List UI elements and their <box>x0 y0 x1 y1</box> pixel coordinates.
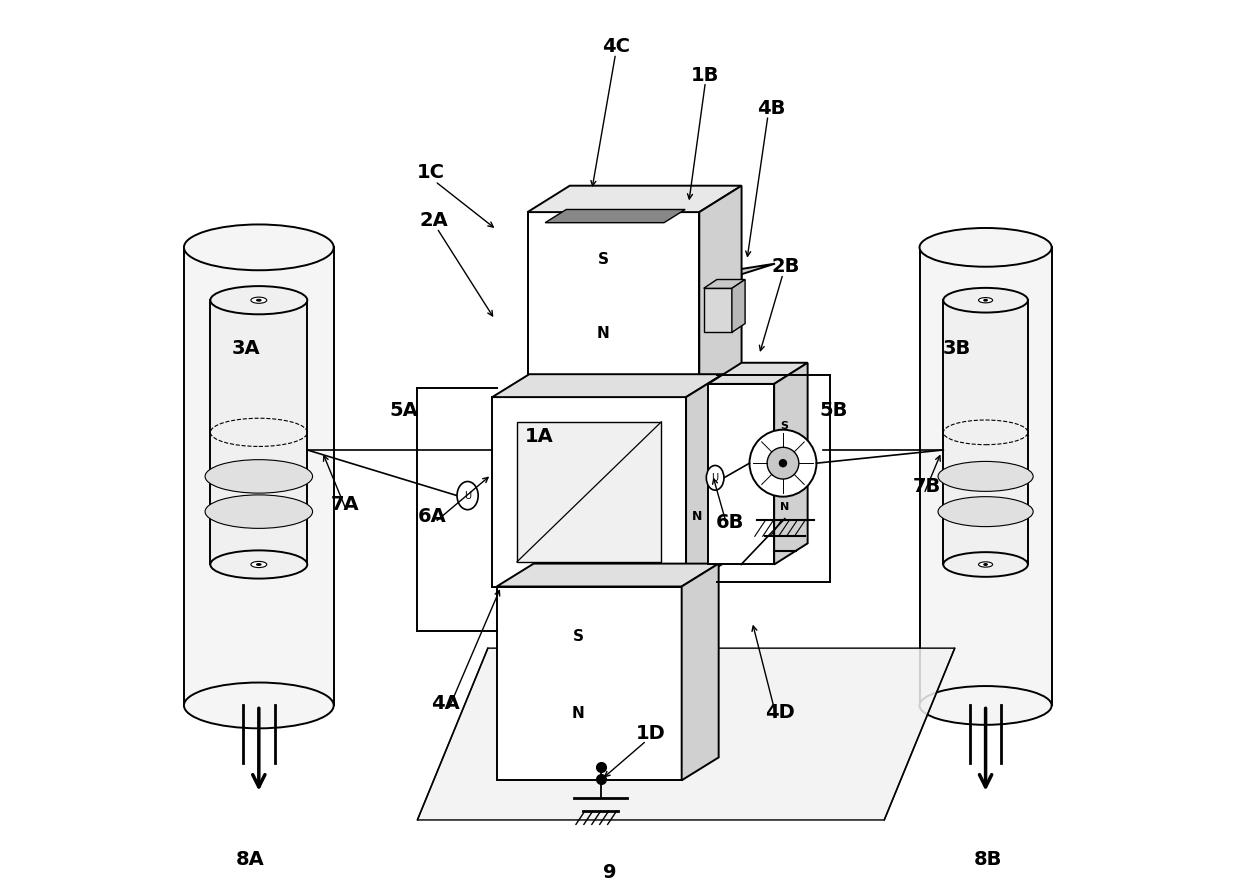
Ellipse shape <box>211 550 308 579</box>
Ellipse shape <box>257 299 262 301</box>
Polygon shape <box>418 648 955 820</box>
Text: 2B: 2B <box>771 258 800 276</box>
Text: 4D: 4D <box>765 703 795 722</box>
Text: 6A: 6A <box>418 506 446 526</box>
Ellipse shape <box>184 682 334 728</box>
Polygon shape <box>497 564 719 587</box>
Polygon shape <box>492 397 686 587</box>
Polygon shape <box>703 280 745 289</box>
Ellipse shape <box>944 288 1028 312</box>
Polygon shape <box>774 363 807 565</box>
Text: N: N <box>692 511 702 523</box>
Text: U: U <box>712 473 719 483</box>
Ellipse shape <box>768 447 799 479</box>
Polygon shape <box>184 247 334 705</box>
Ellipse shape <box>978 562 993 567</box>
Text: 6B: 6B <box>715 512 744 532</box>
Polygon shape <box>708 363 807 384</box>
Ellipse shape <box>780 459 786 466</box>
Text: N: N <box>572 706 584 721</box>
Polygon shape <box>708 384 774 565</box>
Polygon shape <box>517 422 661 562</box>
Ellipse shape <box>920 686 1052 725</box>
Ellipse shape <box>205 495 312 528</box>
Text: 4B: 4B <box>758 98 786 118</box>
Ellipse shape <box>184 225 334 270</box>
Text: 7B: 7B <box>913 478 941 496</box>
Polygon shape <box>699 186 742 397</box>
Polygon shape <box>211 300 308 565</box>
Text: S: S <box>598 252 609 267</box>
Text: 2A: 2A <box>420 212 449 230</box>
Polygon shape <box>944 300 1028 565</box>
Ellipse shape <box>257 564 262 566</box>
Text: S: S <box>780 421 789 431</box>
Polygon shape <box>497 587 682 781</box>
Ellipse shape <box>458 481 479 510</box>
Polygon shape <box>699 264 775 296</box>
Ellipse shape <box>250 561 267 567</box>
Ellipse shape <box>250 297 267 304</box>
Ellipse shape <box>211 286 308 314</box>
Text: 9: 9 <box>603 863 616 882</box>
Text: 4C: 4C <box>601 37 630 56</box>
Text: 4A: 4A <box>432 694 460 713</box>
Text: 1C: 1C <box>417 163 445 182</box>
Polygon shape <box>682 564 719 781</box>
Polygon shape <box>546 210 686 223</box>
Text: 8A: 8A <box>236 850 264 869</box>
Polygon shape <box>732 280 745 333</box>
Text: 1D: 1D <box>636 724 666 743</box>
Polygon shape <box>686 374 723 587</box>
Polygon shape <box>703 289 732 333</box>
Text: 1A: 1A <box>525 427 553 446</box>
Text: 7A: 7A <box>331 495 360 514</box>
Text: N: N <box>596 326 610 341</box>
Ellipse shape <box>707 466 724 490</box>
Text: U: U <box>464 490 471 501</box>
Ellipse shape <box>983 299 987 301</box>
Ellipse shape <box>937 461 1033 491</box>
Text: 3B: 3B <box>942 339 971 358</box>
Polygon shape <box>920 247 1052 705</box>
Text: 3A: 3A <box>232 339 260 358</box>
Text: 1B: 1B <box>691 66 719 85</box>
Polygon shape <box>527 212 699 397</box>
Ellipse shape <box>944 552 1028 577</box>
Ellipse shape <box>978 297 993 303</box>
Ellipse shape <box>937 496 1033 527</box>
Ellipse shape <box>920 228 1052 266</box>
Text: N: N <box>780 503 789 512</box>
Polygon shape <box>492 374 723 397</box>
Text: S: S <box>573 628 584 643</box>
Text: 5B: 5B <box>818 401 847 419</box>
Polygon shape <box>699 274 742 323</box>
Text: 5A: 5A <box>389 401 419 419</box>
Polygon shape <box>527 186 742 212</box>
Ellipse shape <box>983 564 987 566</box>
Ellipse shape <box>749 430 816 496</box>
Ellipse shape <box>205 459 312 493</box>
Text: 8B: 8B <box>975 850 1002 869</box>
